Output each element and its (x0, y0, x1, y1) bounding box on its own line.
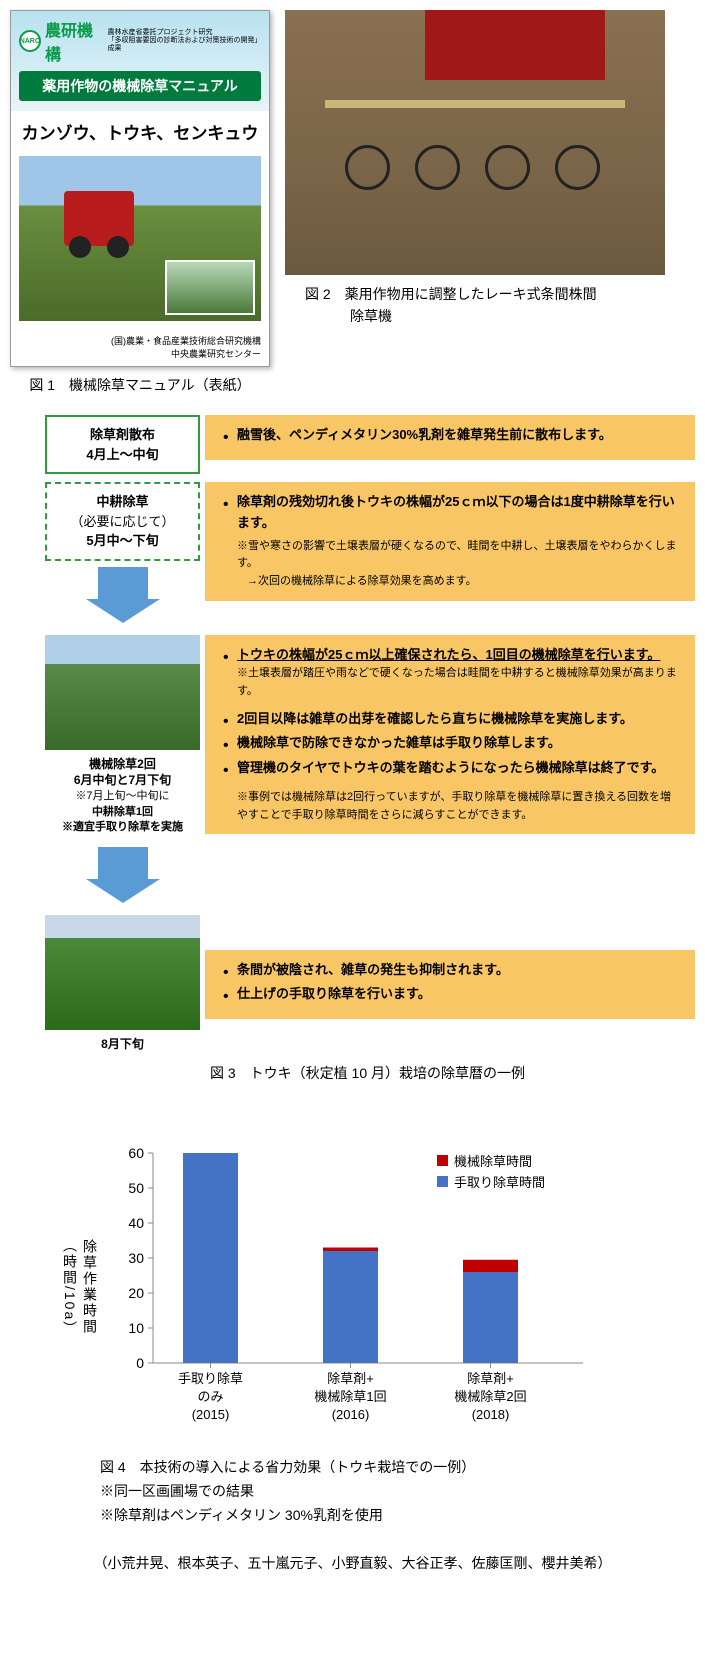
figure-3-flowchart: 除草剤散布 4月上～中旬 融雪後、ペンディメタリン30%乳剤を雑草発生前に散布し… (40, 415, 695, 1083)
cover-title: カンゾウ、トウキ、センキュウ (11, 111, 269, 152)
cover-footer: (国)農業・食品産業技術総合研究機構 中央農業研究センター (11, 325, 269, 366)
flow-step-1: 除草剤散布 4月上～中旬 (45, 415, 200, 474)
flow-step-3: 機械除草2回 6月中旬と7月下旬 ※7月上旬～中旬に 中耕除草1回 ※適宜手取り… (62, 756, 183, 836)
authors: （小荒井晃、根本英子、五十嵐元子、小野直毅、大谷正孝、佐藤匡剛、櫻井美希） (10, 1553, 695, 1573)
svg-text:機械除草1回: 機械除草1回 (314, 1389, 386, 1404)
legend-hand-color (437, 1176, 448, 1187)
svg-text:30: 30 (128, 1250, 144, 1266)
flow-desc-3: トウキの株幅が25ｃｍ以上確保されたら、1回目の機械除草を行います。 ※土壌表層… (205, 635, 695, 835)
chart-legend: 機械除草時間 手取り除草時間 (437, 1151, 545, 1193)
legend-machine-label: 機械除草時間 (454, 1151, 532, 1170)
flow-arrow-1 (98, 567, 148, 599)
svg-text:機械除草2回: 機械除草2回 (454, 1389, 526, 1404)
svg-text:(2018): (2018) (472, 1407, 510, 1422)
svg-text:のみ: のみ (197, 1389, 223, 1404)
svg-text:20: 20 (128, 1285, 144, 1301)
svg-text:(2016): (2016) (332, 1407, 370, 1422)
figure-1-caption: 図 1 機械除草マニュアル（表紙） (10, 375, 270, 395)
naro-logo-icon: NARO (19, 30, 41, 52)
figure-2-caption: 図 2 薬用作物用に調整したレーキ式条間株間 除草機 (285, 283, 695, 328)
svg-text:0: 0 (136, 1355, 144, 1371)
figure-4-caption: 図 4 本技術の導入による省力効果（トウキ栽培での一例） ※同一区画圃場での結果… (60, 1456, 645, 1527)
figure-2-photo (285, 10, 665, 275)
figure-3-caption: 図 3 トウキ（秋定植 10 月）栽培の除草暦の一例 (40, 1063, 695, 1083)
manual-cover: NARO 農研機構 農林水産省委託プロジェクト研究 「多収阻害要因の診断法および… (10, 10, 270, 367)
flow-arrow-2 (98, 847, 148, 879)
legend-machine-color (437, 1155, 448, 1166)
figure-2: 図 2 薬用作物用に調整したレーキ式条間株間 除草機 (285, 10, 695, 395)
svg-text:50: 50 (128, 1180, 144, 1196)
svg-text:60: 60 (128, 1145, 144, 1161)
flow-step-4: 8月下旬 (101, 1036, 144, 1053)
naro-subtitle: 農林水産省委託プロジェクト研究 「多収阻害要因の診断法および対策技術の開発」成果 (108, 29, 262, 52)
cover-photo (19, 156, 261, 321)
flow-photo-1 (45, 635, 200, 750)
flow-desc-1: 融雪後、ペンディメタリン30%乳剤を雑草発生前に散布します。 (205, 415, 695, 460)
figure-4: 除草作業時間 （時間/10a） 機械除草時間 手取り除草時間 0 10 20 30 40… (60, 1143, 645, 1527)
cover-footer-center: 中央農業研究センター (19, 348, 261, 361)
svg-text:(2015): (2015) (192, 1407, 230, 1422)
flow-step-2: 中耕除草 （必要に応じて） 5月中～下旬 (45, 482, 200, 561)
svg-text:除草剤+: 除草剤+ (467, 1371, 514, 1386)
naro-logo-text: 農研機構 (45, 17, 104, 65)
legend-hand-label: 手取り除草時間 (454, 1172, 545, 1191)
svg-text:除草剤+: 除草剤+ (327, 1371, 374, 1386)
cover-banner: 薬用作物の機械除草マニュアル (19, 71, 261, 101)
flow-desc-2: 除草剤の残効切れ後トウキの株幅が25ｃｍ以下の場合は1度中耕除草を行います。 ※… (205, 482, 695, 600)
chart-y-label: 除草作業時間 （時間/10a） (60, 1238, 100, 1337)
svg-text:10: 10 (128, 1320, 144, 1336)
svg-text:40: 40 (128, 1215, 144, 1231)
flow-desc-4: 条間が被陰され、雑草の発生も抑制されます。 仕上げの手取り除草を行います。 (205, 950, 695, 1020)
cover-footer-org: (国)農業・食品産業技術総合研究機構 (19, 335, 261, 348)
svg-text:手取り除草: 手取り除草 (178, 1371, 243, 1386)
flow-photo-2 (45, 915, 200, 1030)
figure-1: NARO 農研機構 農林水産省委託プロジェクト研究 「多収阻害要因の診断法および… (10, 10, 270, 395)
